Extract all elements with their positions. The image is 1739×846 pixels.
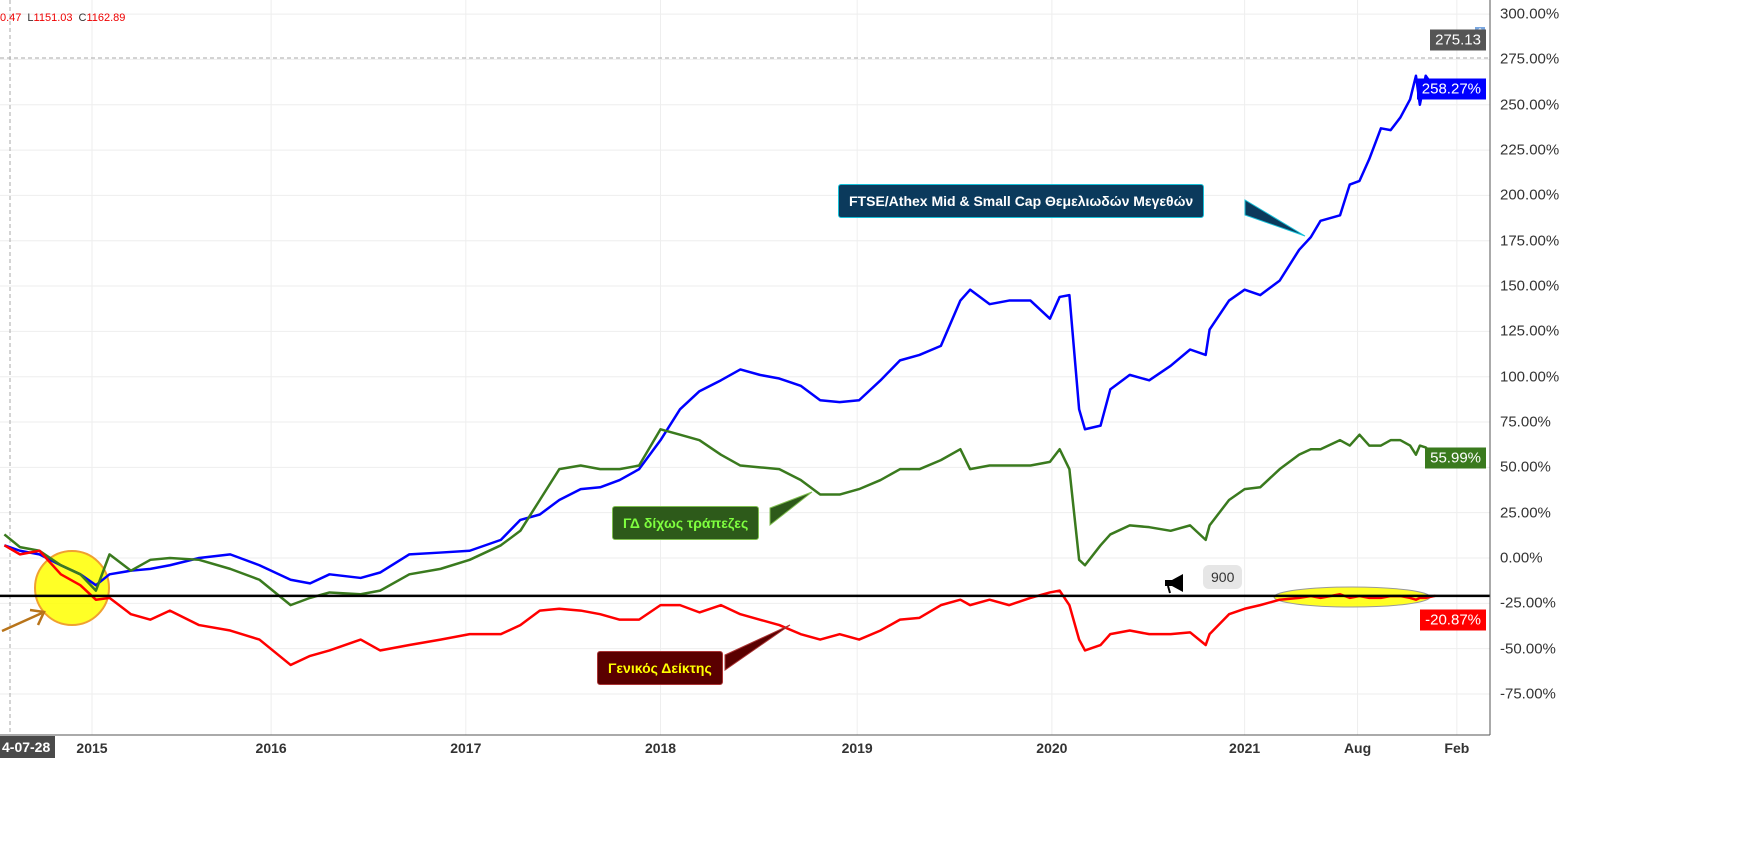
- arrow-head-icon: [29, 608, 46, 626]
- arrow-icon: [1, 611, 43, 633]
- x-tick-label: 2015: [76, 740, 108, 756]
- close-label: C: [78, 12, 87, 24]
- y-tick-label: 75.00%: [1500, 413, 1551, 431]
- y-tick-label: 175.00%: [1500, 232, 1560, 250]
- ohlc-readout: 0.47 L1151.03 C1162.89: [0, 12, 125, 24]
- highlight-circle[interactable]: [34, 550, 110, 626]
- x-tick-label: 2019: [841, 740, 873, 756]
- y-tick-label: 225.00%: [1500, 141, 1560, 159]
- x-tick-label: 2016: [255, 740, 287, 756]
- y-tick-label: 100.00%: [1500, 368, 1560, 386]
- y-tick-label: 250.00%: [1500, 96, 1560, 114]
- callout-pointer-gd: [769, 491, 813, 527]
- y-tick-label: 200.00%: [1500, 186, 1560, 204]
- last-value-tag-general: -20.87%: [1420, 609, 1486, 631]
- low-value: 1151.03: [33, 12, 73, 24]
- crosshair-value-tag: 275.13: [1430, 29, 1486, 51]
- callout-ftse[interactable]: FTSE/Athex Mid & Small Cap Θεμελιωδών Με…: [838, 184, 1205, 218]
- callout-pointer-ftse: [1244, 199, 1306, 237]
- start-date-label: 4-07-28: [0, 736, 56, 758]
- x-tick-label: 2020: [1036, 740, 1068, 756]
- megaphone-icon[interactable]: [1165, 574, 1183, 594]
- y-tick-label: 25.00%: [1500, 504, 1551, 522]
- open-value: 0.47: [0, 12, 22, 24]
- y-tick-label: 50.00%: [1500, 458, 1551, 476]
- x-tick-label: 2017: [450, 740, 482, 756]
- callout-pointer-general: [724, 624, 791, 671]
- series-line-2[interactable]: [3, 544, 1436, 667]
- last-value-tag-ftse: 258.27%: [1416, 78, 1486, 100]
- y-tick-label: 300.00%: [1500, 5, 1560, 23]
- low-label: L: [27, 12, 34, 24]
- x-tick-label: Feb: [1444, 740, 1470, 756]
- y-tick-label: 125.00%: [1500, 322, 1560, 340]
- callout-gd[interactable]: ΓΔ δίχως τράπεζες: [612, 506, 760, 540]
- y-tick-label: -50.00%: [1500, 640, 1556, 658]
- callout-general[interactable]: Γενικός Δείκτης: [597, 651, 723, 685]
- x-tick-label: Aug: [1343, 740, 1372, 756]
- y-tick-label: -25.00%: [1500, 594, 1556, 612]
- y-tick-label: -75.00%: [1500, 685, 1556, 703]
- series-line-1[interactable]: [3, 428, 1437, 607]
- series-line-0[interactable]: [3, 74, 1437, 587]
- y-tick-label: 150.00%: [1500, 277, 1560, 295]
- grid: [0, 0, 1490, 735]
- x-tick-label: 2021: [1229, 740, 1261, 756]
- last-value-tag-gd: 55.99%: [1425, 447, 1486, 469]
- y-tick-label: 0.00%: [1500, 549, 1543, 567]
- x-tick-label: 2018: [644, 740, 677, 756]
- close-value: 1162.89: [86, 12, 126, 24]
- hline-label[interactable]: 900: [1203, 565, 1243, 589]
- y-tick-label: 275.00%: [1500, 50, 1560, 68]
